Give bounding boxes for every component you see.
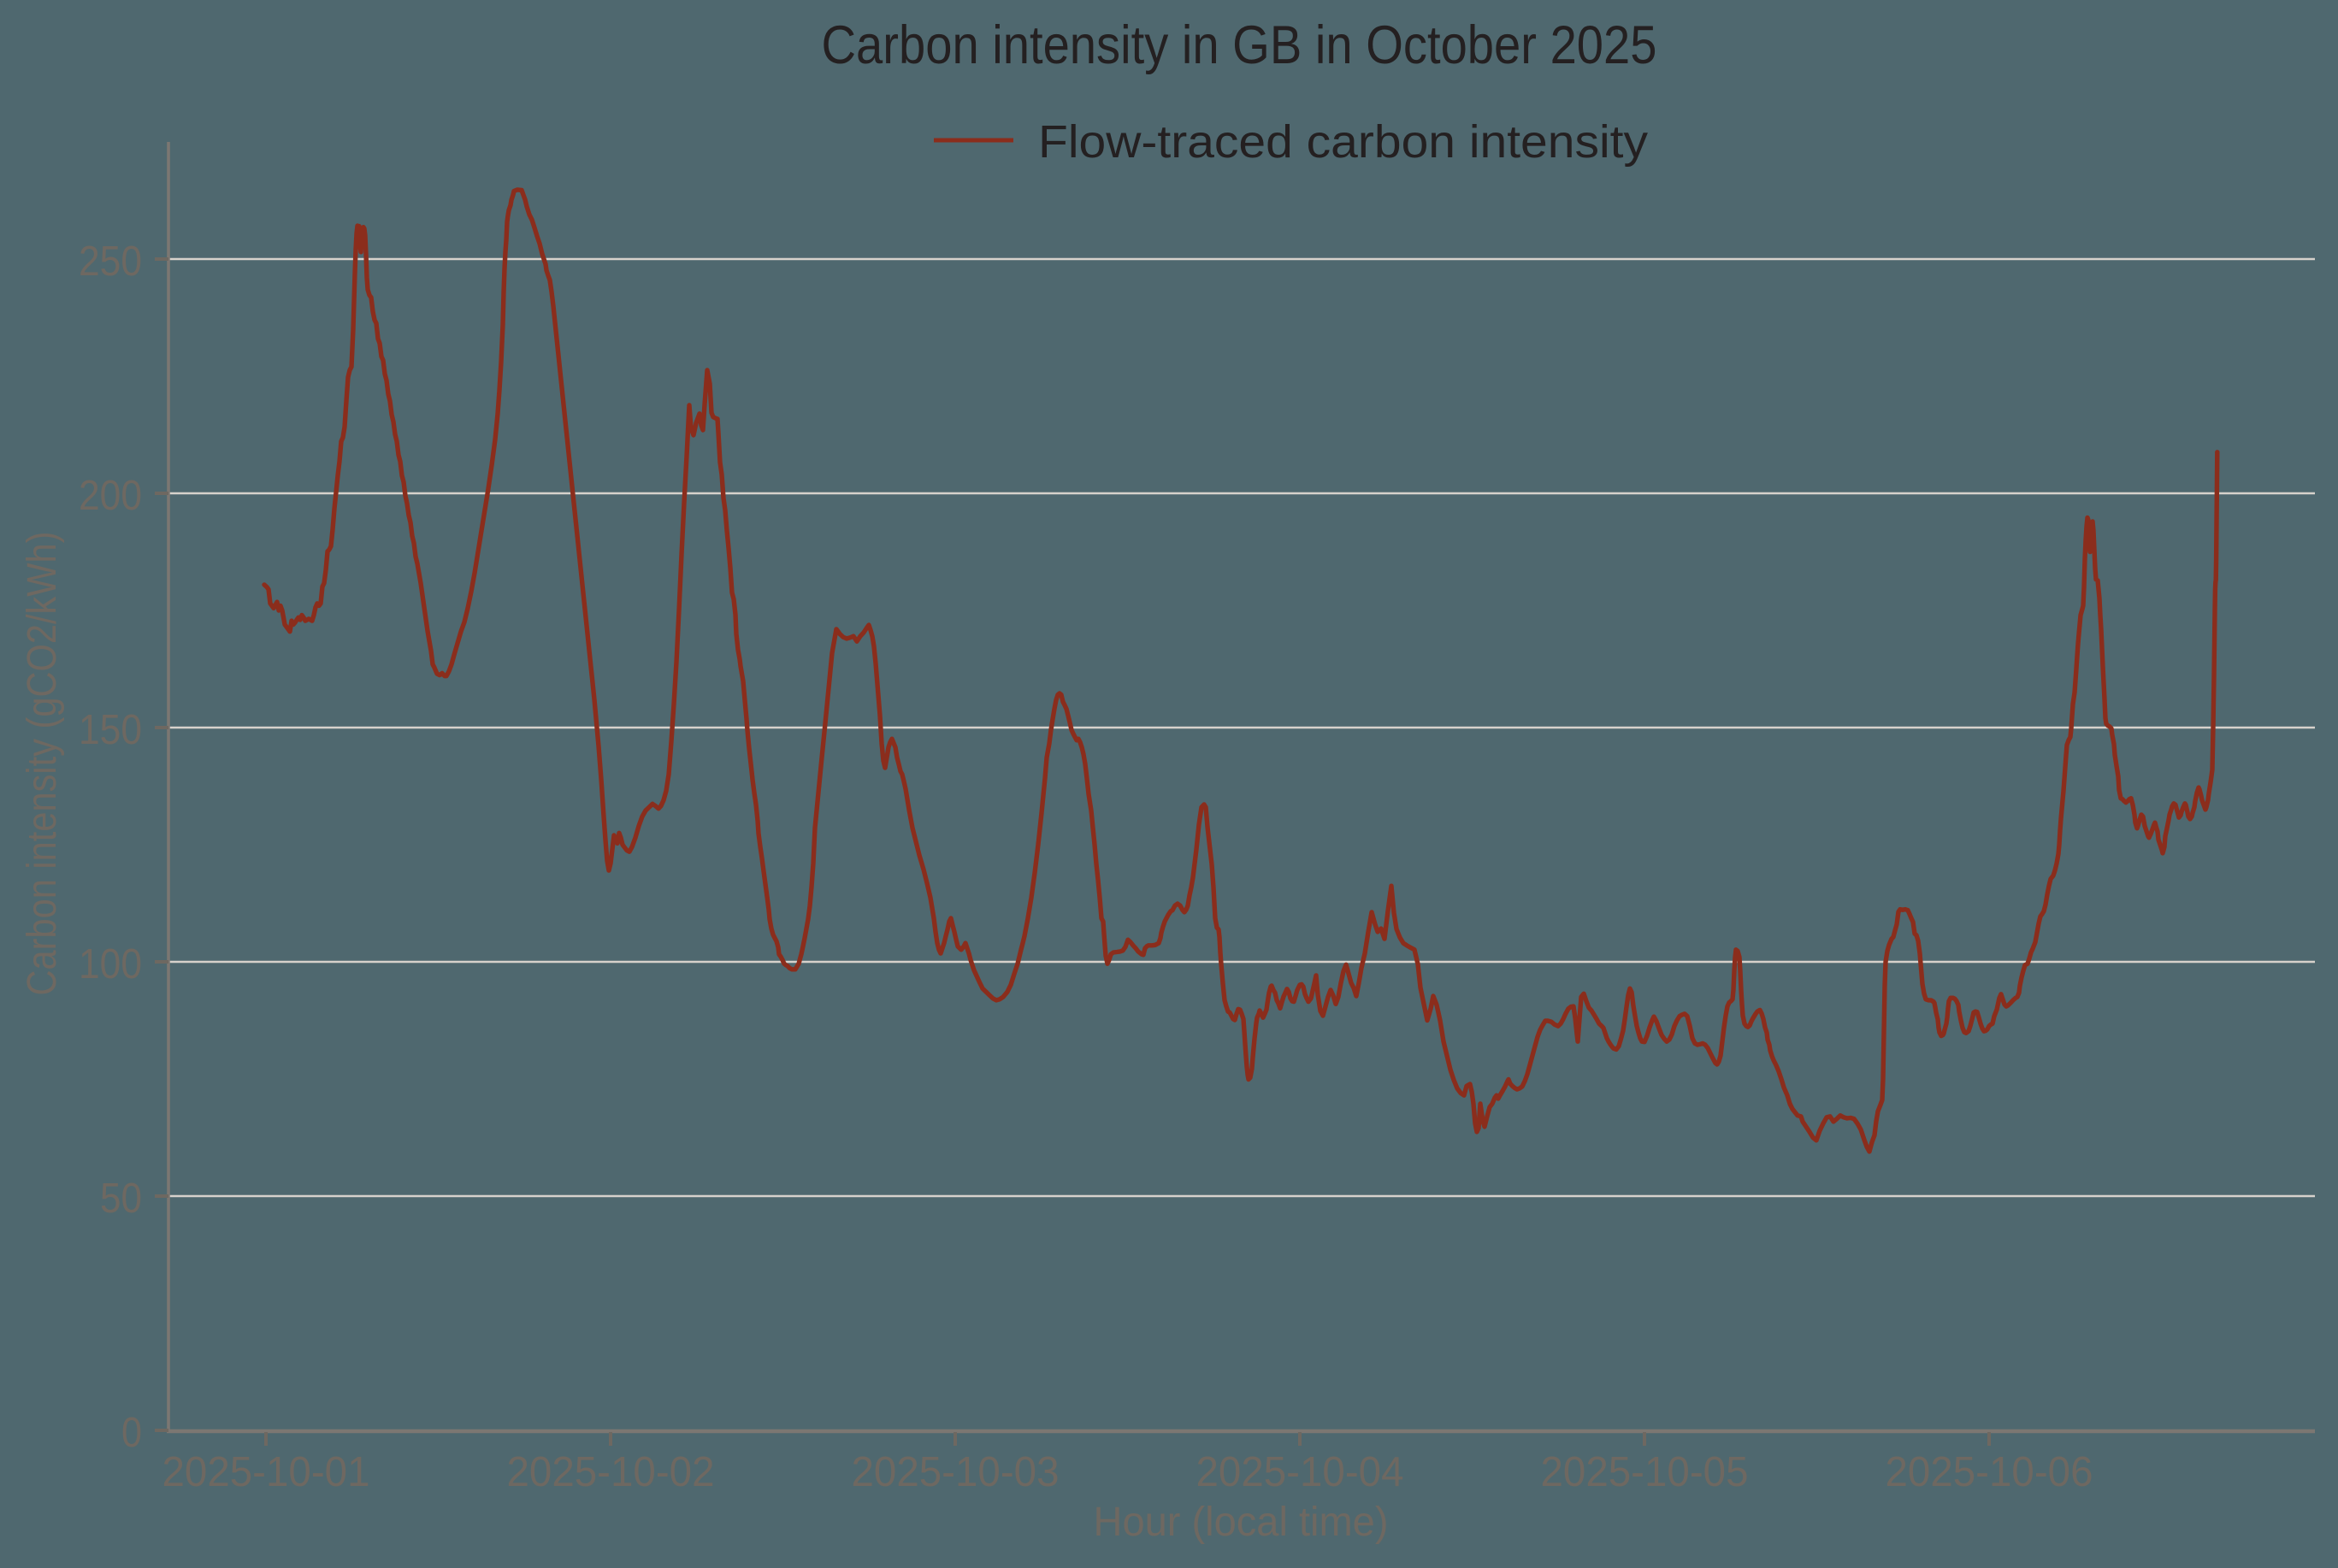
svg-text:100: 100 [79,941,142,987]
svg-text:200: 200 [79,473,142,519]
svg-text:2025-10-04: 2025-10-04 [1196,1449,1404,1495]
svg-text:2025-10-03: 2025-10-03 [852,1449,1060,1495]
svg-text:250: 250 [79,239,142,285]
svg-text:Flow-traced carbon intensity: Flow-traced carbon intensity [1038,116,1648,168]
svg-text:2025-10-06: 2025-10-06 [1886,1449,2093,1495]
svg-text:50: 50 [100,1176,142,1222]
svg-text:2025-10-01: 2025-10-01 [162,1449,370,1495]
svg-text:Hour (local time): Hour (local time) [1094,1500,1389,1545]
svg-text:2025-10-02: 2025-10-02 [507,1449,715,1495]
svg-text:0: 0 [121,1410,142,1456]
svg-text:2025-10-05: 2025-10-05 [1541,1449,1749,1495]
svg-text:Carbon intensity in GB in Octo: Carbon intensity in GB in October 2025 [822,15,1657,75]
svg-text:Carbon intensity (gCO2/kWh): Carbon intensity (gCO2/kWh) [20,532,65,996]
svg-text:150: 150 [79,707,142,753]
